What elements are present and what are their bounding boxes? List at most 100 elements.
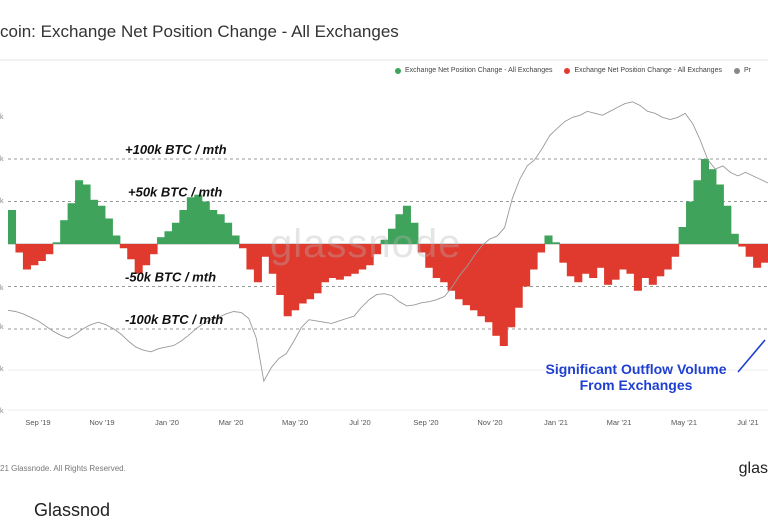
net-change-bar bbox=[149, 244, 158, 255]
x-tick-label: Nov '20 bbox=[477, 418, 502, 427]
y-tick-label: k bbox=[0, 114, 4, 121]
bars bbox=[8, 159, 768, 346]
net-change-bar bbox=[693, 180, 702, 244]
net-change-bar bbox=[209, 210, 218, 244]
net-change-bar bbox=[686, 201, 695, 244]
annotation-arrow bbox=[737, 339, 766, 373]
net-change-bar bbox=[22, 244, 31, 270]
net-change-bar bbox=[313, 244, 322, 294]
net-change-bar bbox=[462, 244, 471, 306]
x-tick-label: Mar '20 bbox=[219, 418, 244, 427]
net-change-bar bbox=[522, 244, 531, 287]
net-change-bar bbox=[410, 222, 419, 244]
reference-label: -50k BTC / mth bbox=[125, 270, 216, 285]
net-change-bar bbox=[574, 244, 583, 283]
y-axis: k k k k k k k bbox=[0, 114, 4, 415]
net-change-bar bbox=[492, 244, 501, 336]
net-change-bar bbox=[89, 199, 99, 244]
net-change-bar bbox=[507, 244, 516, 328]
net-change-bar bbox=[723, 205, 732, 244]
net-change-bar bbox=[499, 244, 508, 346]
net-change-bar bbox=[60, 220, 69, 244]
net-change-bar bbox=[97, 205, 106, 244]
x-tick-label: Jan '20 bbox=[155, 418, 179, 427]
net-change-bar bbox=[529, 244, 538, 270]
net-change-bar bbox=[447, 244, 456, 291]
y-tick-label: k bbox=[0, 156, 4, 163]
net-change-bar bbox=[306, 244, 315, 300]
chart-title: coin: Exchange Net Position Change - All… bbox=[0, 22, 399, 41]
net-change-bar bbox=[45, 244, 54, 255]
net-change-bar bbox=[432, 244, 441, 278]
net-change-bar bbox=[618, 244, 628, 270]
reference-labels: +100k BTC / mth +50k BTC / mth -50k BTC / … bbox=[125, 142, 227, 327]
net-change-bar bbox=[373, 244, 382, 255]
net-change-bar bbox=[231, 235, 240, 244]
net-change-bar bbox=[238, 244, 248, 249]
y-tick-label: k bbox=[0, 366, 4, 373]
legend-item-positive[interactable]: Exchange Net Position Change - All Excha… bbox=[395, 67, 552, 74]
net-change-bar bbox=[730, 233, 739, 244]
x-tick-label: May '21 bbox=[671, 418, 697, 427]
legend-label: Pr bbox=[743, 67, 751, 74]
net-change-bar bbox=[760, 244, 768, 263]
net-change-bar bbox=[395, 214, 404, 244]
legend-item-price[interactable]: Pr bbox=[733, 67, 751, 74]
net-change-bar bbox=[112, 235, 121, 244]
net-change-bar bbox=[201, 201, 210, 244]
net-change-bar bbox=[37, 244, 46, 261]
net-change-bar bbox=[484, 244, 493, 323]
net-change-bar bbox=[298, 244, 307, 304]
net-change-bar bbox=[425, 244, 434, 268]
net-change-bar bbox=[537, 244, 546, 253]
annotation-text: From Exchanges bbox=[580, 377, 693, 393]
legend-item-negative[interactable]: Exchange Net Position Change - All Excha… bbox=[564, 67, 722, 74]
net-change-bar bbox=[581, 244, 590, 274]
net-change-bar bbox=[291, 244, 300, 311]
net-change-bar bbox=[75, 180, 84, 244]
net-change-bar bbox=[261, 244, 270, 257]
net-change-bar bbox=[566, 244, 575, 277]
net-change-bar bbox=[8, 210, 17, 244]
reference-label: +50k BTC / mth bbox=[128, 185, 222, 200]
net-change-bar bbox=[715, 184, 724, 244]
net-change-bar bbox=[119, 244, 128, 249]
net-change-bar bbox=[194, 194, 203, 244]
net-change-bar bbox=[216, 214, 225, 244]
x-tick-label: May '20 bbox=[282, 418, 308, 427]
net-change-bar bbox=[544, 235, 553, 244]
net-change-bar bbox=[320, 244, 329, 283]
net-change-bar bbox=[738, 244, 747, 247]
x-tick-label: Jul '20 bbox=[349, 418, 370, 427]
legend-label: Exchange Net Position Change - All Excha… bbox=[405, 67, 553, 74]
annotation-text: Significant Outflow Volume bbox=[546, 361, 727, 377]
net-change-bar bbox=[402, 205, 411, 244]
net-change-bar bbox=[104, 218, 113, 244]
net-change-bar bbox=[700, 159, 709, 244]
net-change-bar bbox=[30, 244, 39, 266]
net-change-bar bbox=[186, 197, 195, 244]
net-change-bar bbox=[253, 244, 262, 283]
legend-dot-icon bbox=[733, 67, 740, 74]
copyright-footer: 21 Glassnode. All Rights Reserved. bbox=[0, 464, 126, 473]
net-change-bar bbox=[469, 244, 479, 311]
net-change-bar bbox=[604, 244, 613, 285]
reference-label: -100k BTC / mth bbox=[125, 312, 223, 327]
legend-dot-icon bbox=[564, 67, 571, 74]
net-change-bar bbox=[611, 244, 620, 280]
net-change-bar bbox=[82, 184, 91, 244]
net-change-bar bbox=[67, 203, 76, 244]
y-tick-label: k bbox=[0, 285, 4, 292]
net-change-bar bbox=[380, 239, 389, 244]
net-change-bar bbox=[440, 244, 449, 283]
net-change-bar bbox=[708, 169, 717, 244]
net-change-bar bbox=[171, 222, 180, 244]
net-change-bar bbox=[753, 244, 762, 268]
reference-label: +100k BTC / mth bbox=[125, 142, 227, 157]
watermark: glassnode bbox=[270, 222, 462, 266]
net-change-bar bbox=[626, 244, 635, 274]
net-change-bar bbox=[350, 244, 359, 274]
y-tick-label: k bbox=[0, 198, 4, 205]
net-change-bar bbox=[328, 244, 337, 278]
